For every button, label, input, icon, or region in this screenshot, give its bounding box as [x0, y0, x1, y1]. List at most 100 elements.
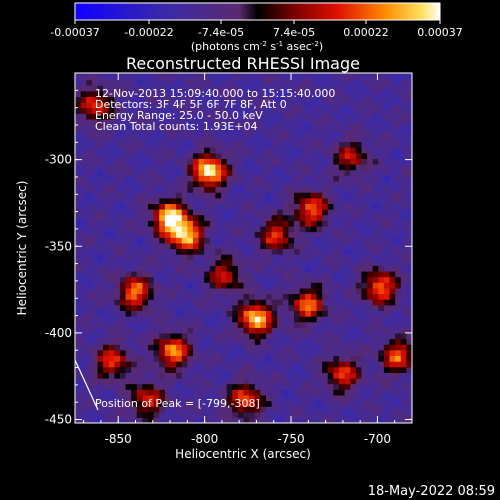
heatmap-cell	[288, 377, 295, 385]
heatmap-cell	[136, 377, 143, 385]
heatmap-cell	[406, 372, 412, 379]
heatmap-cell	[277, 113, 284, 120]
heatmap-cell	[265, 270, 273, 278]
heatmap-cell	[198, 287, 205, 295]
heatmap-cell	[131, 124, 138, 131]
heatmap-cell	[249, 389, 256, 396]
heatmap-cell	[333, 186, 340, 193]
heatmap-cell	[86, 394, 93, 402]
heatmap-cell	[333, 344, 340, 351]
heatmap-cell	[265, 237, 273, 244]
heatmap-cell	[148, 400, 155, 407]
heatmap-cell	[232, 102, 239, 109]
heatmap-cell	[181, 406, 188, 413]
heatmap-cell	[119, 152, 127, 159]
heatmap-cell	[80, 96, 87, 103]
heatmap-cell	[108, 265, 115, 272]
heatmap-cell	[221, 124, 228, 131]
heatmap-cell	[153, 163, 160, 171]
heatmap-cell	[254, 124, 261, 131]
heatmap-cell	[361, 400, 368, 407]
heatmap-cell	[103, 73, 110, 81]
heatmap-cell	[221, 372, 228, 379]
heatmap-cell	[108, 214, 115, 221]
heatmap-cell	[260, 299, 267, 306]
heatmap-cell	[389, 338, 396, 345]
heatmap-cell	[75, 118, 82, 126]
heatmap-cell	[108, 220, 115, 227]
heatmap-cell	[277, 242, 284, 250]
heatmap-cell	[237, 304, 245, 311]
heatmap-cell	[176, 259, 183, 266]
heatmap-cell	[237, 338, 245, 345]
heatmap-cell	[389, 96, 396, 103]
heatmap-cell	[148, 411, 155, 418]
heatmap-cell	[344, 406, 351, 413]
heatmap-cell	[86, 299, 93, 306]
heatmap-cell	[294, 225, 301, 233]
heatmap-cell	[271, 169, 278, 176]
heatmap-cell	[221, 254, 228, 261]
heatmap-cell	[344, 282, 351, 289]
heatmap-cell	[338, 287, 346, 295]
heatmap-cell	[327, 214, 334, 221]
heatmap-cell	[114, 327, 121, 334]
heatmap-cell	[103, 383, 110, 390]
heatmap-cell	[367, 361, 374, 368]
heatmap-cell	[142, 209, 149, 216]
heatmap-cell	[322, 158, 329, 165]
heatmap-cell	[338, 344, 346, 351]
heatmap-cell	[159, 299, 166, 306]
heatmap-cell	[389, 310, 396, 317]
heatmap-cell	[282, 372, 290, 379]
heatmap-cell	[187, 377, 194, 385]
heatmap-cell	[389, 73, 396, 75]
heatmap-cell	[372, 270, 379, 278]
heatmap-cell	[97, 96, 104, 103]
heatmap-cell	[164, 118, 172, 126]
heatmap-cell	[327, 135, 334, 143]
heatmap-cell	[350, 383, 357, 390]
heatmap-cell	[322, 282, 329, 289]
heatmap-cell	[164, 186, 172, 193]
heatmap-cell	[119, 394, 127, 402]
heatmap-cell	[80, 90, 87, 97]
heatmap-cell	[350, 85, 357, 92]
heatmap-cell	[254, 203, 261, 210]
heatmap-cell	[80, 242, 87, 250]
heatmap-cell	[148, 186, 155, 193]
heatmap-cell	[148, 73, 155, 75]
heatmap-cell	[226, 254, 233, 261]
heatmap-cell	[148, 372, 155, 379]
heatmap-cell	[103, 332, 110, 340]
heatmap-cell	[305, 383, 312, 390]
heatmap-cell	[136, 203, 143, 210]
heatmap-cell	[316, 73, 323, 81]
heatmap-cell	[114, 73, 121, 75]
heatmap-cell	[299, 406, 306, 413]
heatmap-cell	[344, 287, 351, 295]
heatmap-cell	[86, 270, 93, 278]
heatmap-cell	[249, 79, 256, 86]
heatmap-cell	[271, 73, 278, 75]
heatmap-cell	[215, 254, 222, 261]
heatmap-cell	[395, 372, 402, 379]
heatmap-cell	[114, 248, 121, 255]
heatmap-cell	[361, 310, 368, 317]
heatmap-cell	[226, 304, 233, 311]
heatmap-cell	[282, 417, 290, 423]
heatmap-cell	[344, 417, 351, 423]
heatmap-cell	[198, 304, 205, 311]
heatmap-cell	[333, 316, 340, 323]
heatmap-cell	[383, 417, 391, 423]
heatmap-cell	[108, 135, 115, 143]
heatmap-cell	[176, 361, 183, 368]
heatmap-cell	[131, 237, 138, 244]
heatmap-cell	[204, 113, 211, 120]
heatmap-cell	[316, 214, 323, 221]
heatmap-cell	[164, 113, 172, 120]
heatmap-cell	[389, 231, 396, 238]
heatmap-cell	[198, 282, 205, 289]
heatmap-cell	[316, 265, 323, 272]
heatmap-cell	[383, 209, 391, 216]
